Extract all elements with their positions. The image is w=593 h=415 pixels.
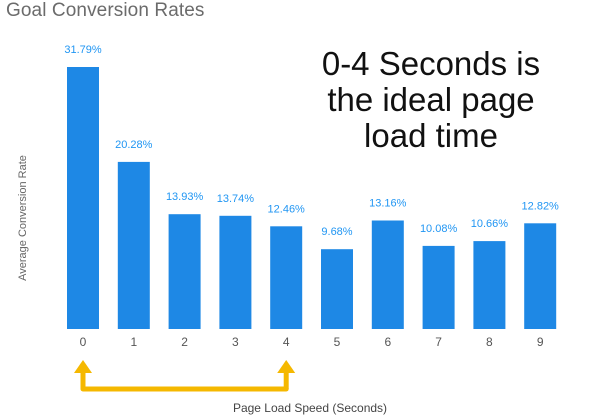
chart-annotation: 0-4 Seconds is the ideal page load time [321, 45, 541, 154]
x-tick-0: 0 [80, 335, 87, 349]
x-tick-7: 7 [435, 335, 442, 349]
x-tick-4: 4 [283, 335, 290, 349]
data-label-9: 12.82% [522, 200, 560, 212]
range-arrow-left-head [74, 360, 92, 373]
x-tick-9: 9 [537, 335, 544, 349]
bar-3 [219, 215, 252, 329]
bar-7 [422, 245, 455, 329]
data-label-8: 10.66% [471, 218, 509, 230]
bar-2 [168, 214, 201, 329]
bar-9 [524, 223, 557, 329]
x-tick-3: 3 [232, 335, 239, 349]
bar-5 [321, 249, 353, 329]
data-label-7: 10.08% [420, 223, 458, 235]
x-tick-6: 6 [384, 335, 391, 349]
bar-6 [371, 220, 404, 329]
range-arrow-right-head [277, 360, 296, 373]
bar-4 [270, 226, 303, 329]
x-axis-label: Page Load Speed (Seconds) [232, 401, 388, 415]
x-tick-8: 8 [486, 335, 493, 349]
x-tick-1: 1 [130, 335, 137, 349]
data-label-3: 13.74% [217, 193, 255, 205]
bar-8 [473, 241, 506, 329]
data-label-0: 31.79% [64, 44, 102, 56]
data-label-2: 13.93% [166, 191, 204, 203]
chart-title: Goal Conversion Rates [6, 0, 205, 21]
bar-1 [117, 161, 150, 329]
data-label-1: 20.28% [115, 139, 153, 151]
data-label-4: 12.46% [268, 203, 306, 215]
range-arrow [74, 360, 296, 392]
x-tick-5: 5 [334, 335, 341, 349]
data-label-5: 9.68% [321, 226, 352, 238]
bar-0 [67, 67, 99, 329]
x-tick-2: 2 [181, 335, 188, 349]
data-label-6: 13.16% [369, 198, 407, 210]
